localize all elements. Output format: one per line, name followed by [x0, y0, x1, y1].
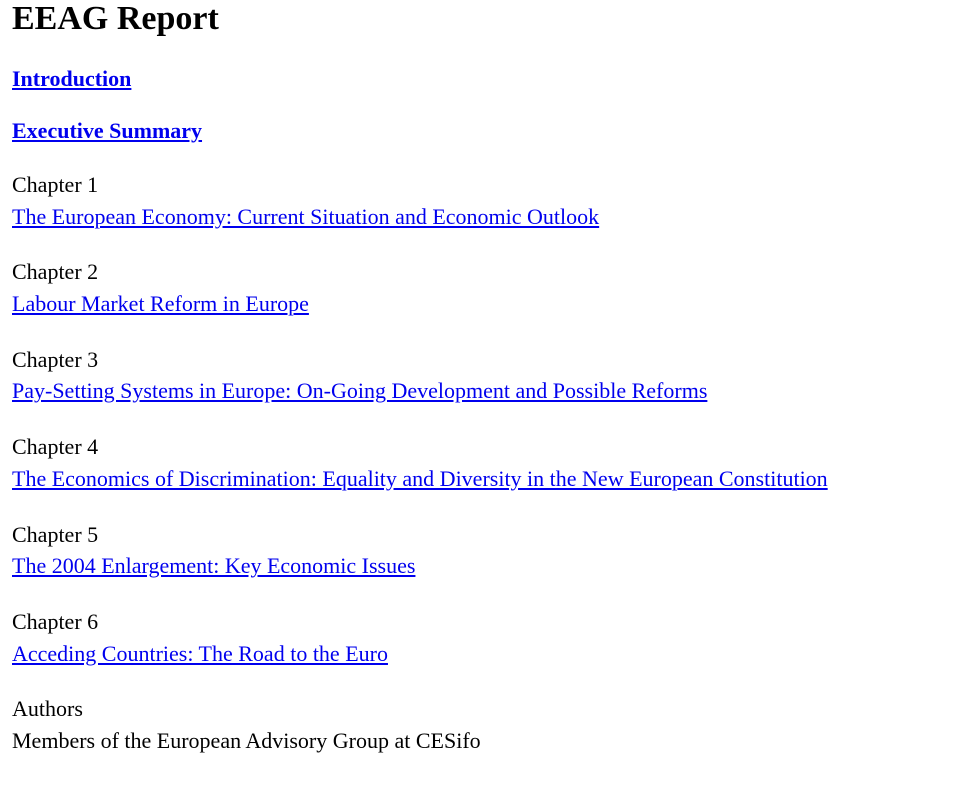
chapter-entry: Chapter 4 The Economics of Discriminatio… — [12, 432, 948, 493]
chapter-label: Chapter 6 — [12, 607, 948, 637]
chapter-label: Chapter 2 — [12, 257, 948, 287]
chapter-1-link[interactable]: The European Economy: Current Situation … — [12, 202, 948, 232]
document-title: EEAG Report — [12, 0, 948, 38]
chapter-entry: Chapter 6 Acceding Countries: The Road t… — [12, 607, 948, 668]
chapter-entry: Chapter 1 The European Economy: Current … — [12, 170, 948, 231]
chapter-entry: Chapter 5 The 2004 Enlargement: Key Econ… — [12, 520, 948, 581]
chapter-entry: Chapter 2 Labour Market Reform in Europe — [12, 257, 948, 318]
chapter-4-link[interactable]: The Economics of Discrimination: Equalit… — [12, 464, 948, 494]
members-line: Members of the European Advisory Group a… — [12, 726, 948, 756]
chapter-label: Chapter 3 — [12, 345, 948, 375]
chapter-5-link[interactable]: The 2004 Enlargement: Key Economic Issue… — [12, 551, 948, 581]
chapter-2-link[interactable]: Labour Market Reform in Europe — [12, 289, 948, 319]
authors-section: Authors Members of the European Advisory… — [12, 694, 948, 755]
executive-summary-link[interactable]: Executive Summary — [12, 118, 948, 144]
introduction-link[interactable]: Introduction — [12, 66, 948, 92]
chapter-label: Chapter 1 — [12, 170, 948, 200]
chapter-3-link[interactable]: Pay-Setting Systems in Europe: On-Going … — [12, 376, 948, 406]
chapter-label: Chapter 4 — [12, 432, 948, 462]
chapter-entry: Chapter 3 Pay-Setting Systems in Europe:… — [12, 345, 948, 406]
chapter-label: Chapter 5 — [12, 520, 948, 550]
authors-label: Authors — [12, 694, 948, 724]
chapter-6-link[interactable]: Acceding Countries: The Road to the Euro — [12, 639, 948, 669]
document-page: EEAG Report Introduction Executive Summa… — [0, 0, 960, 802]
